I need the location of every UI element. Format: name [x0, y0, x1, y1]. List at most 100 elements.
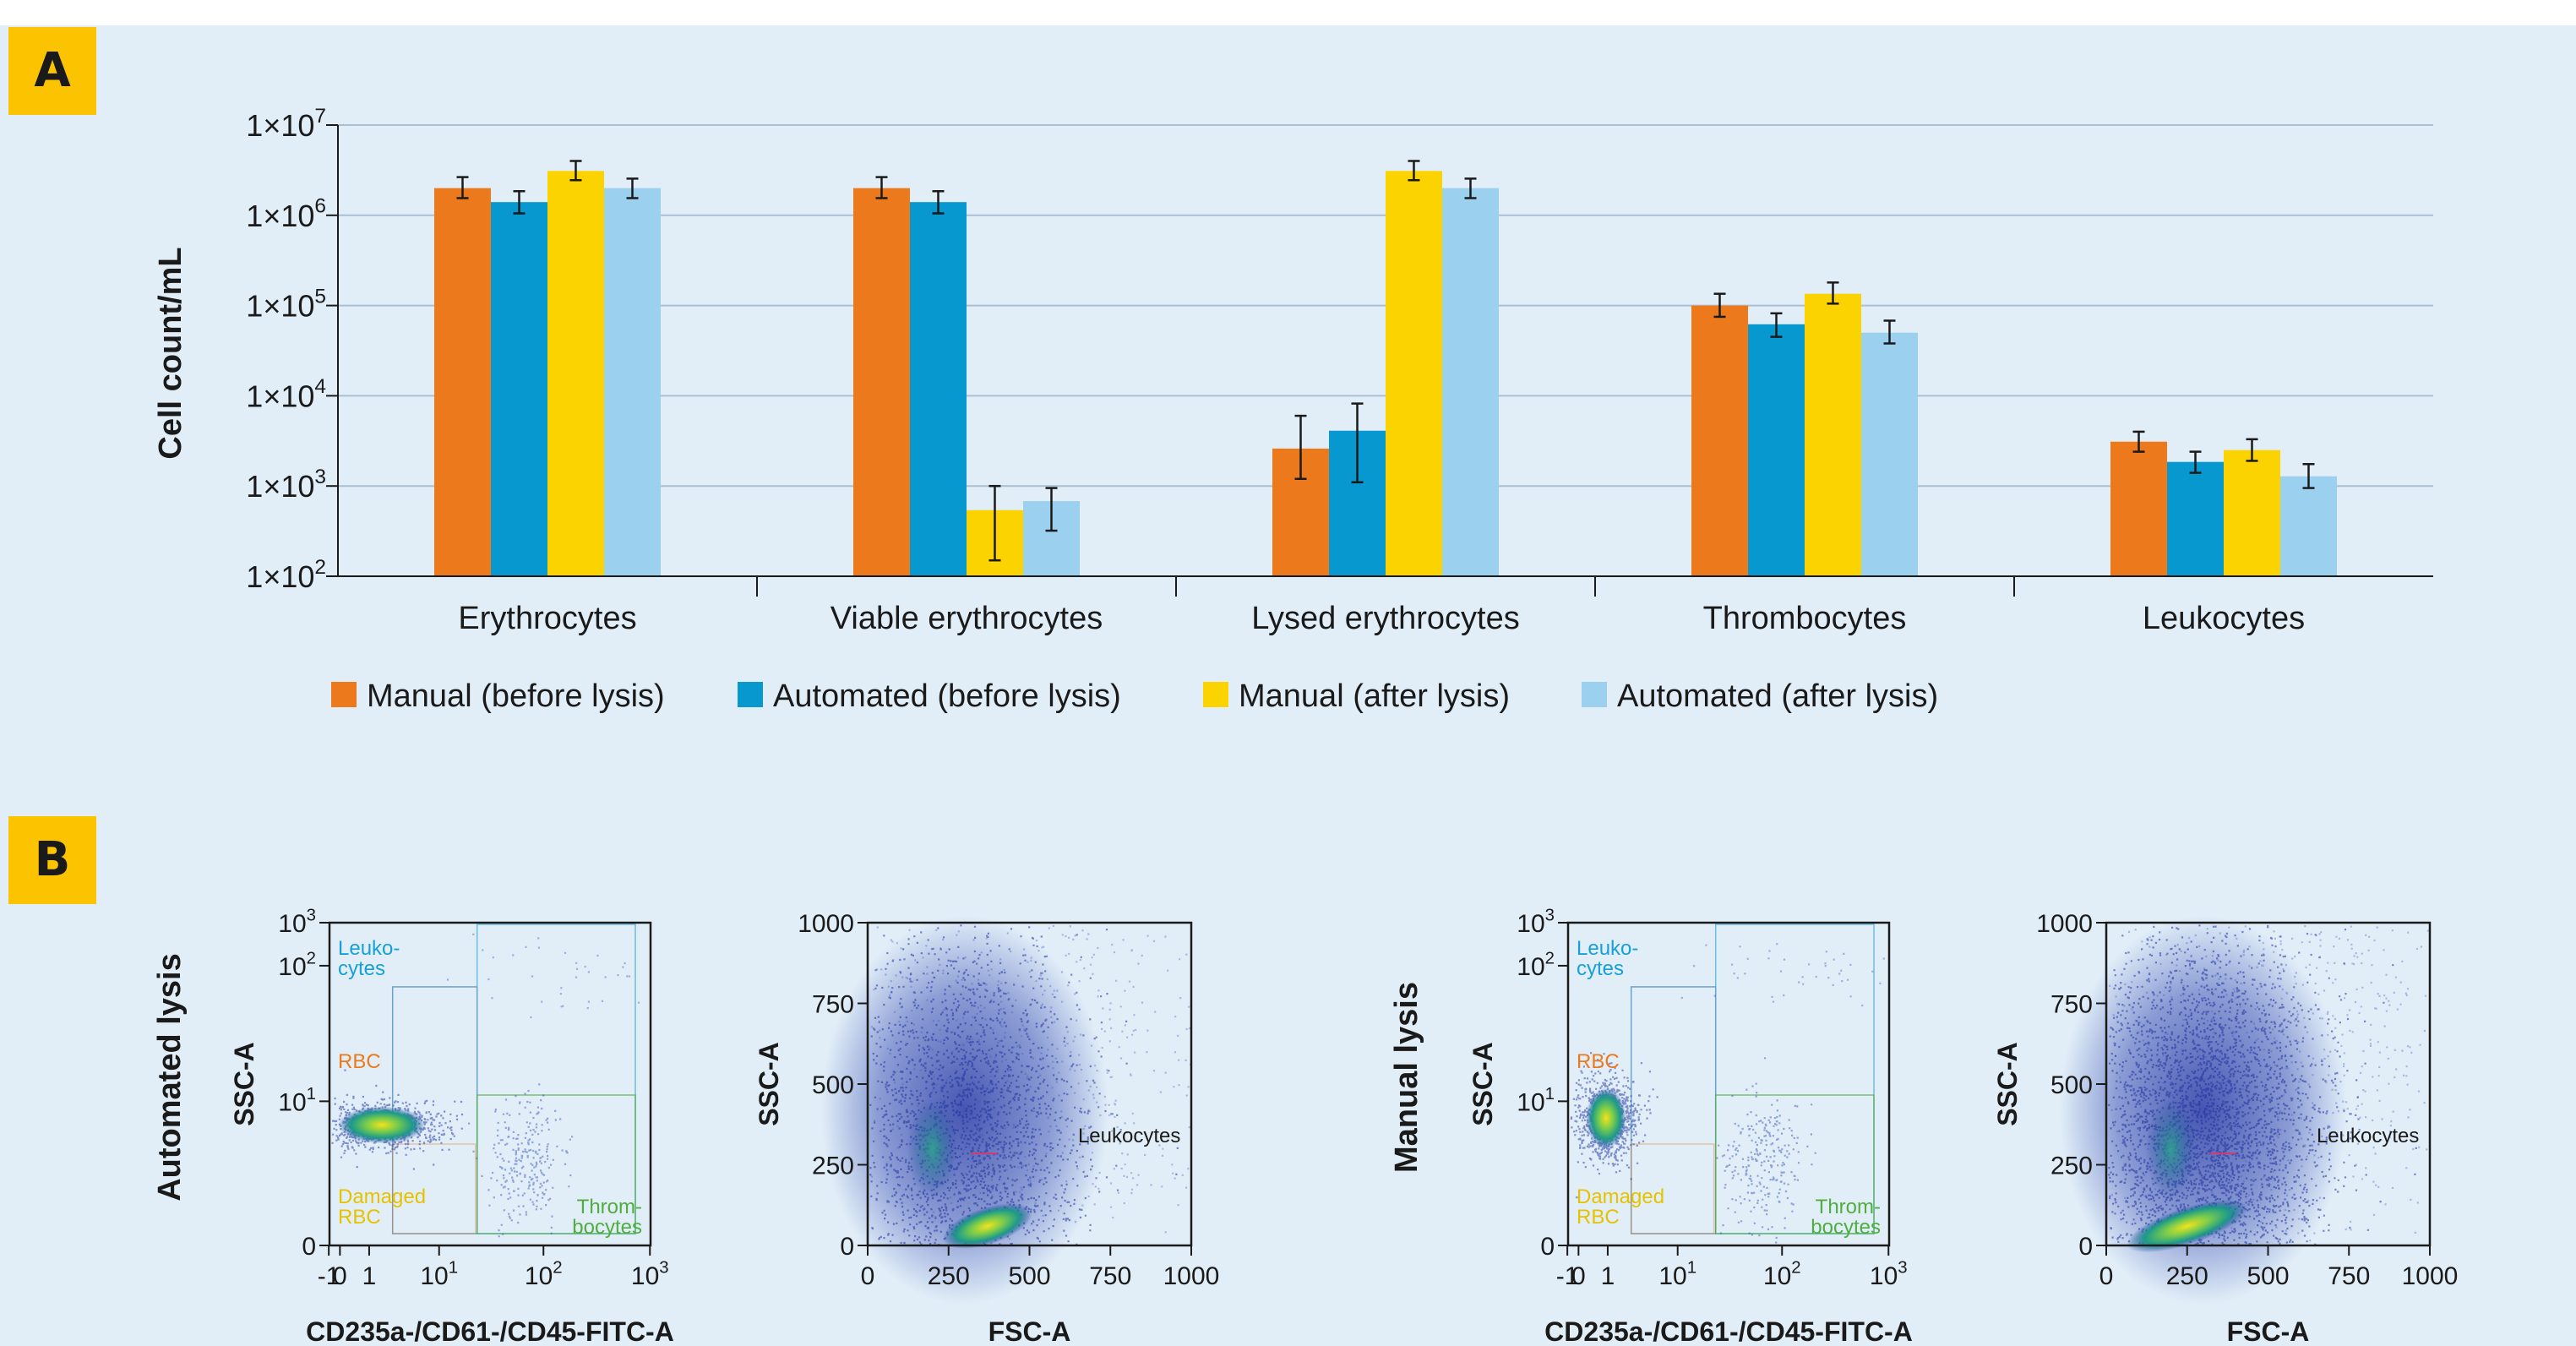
x-tick-label: 0 [1571, 1262, 1586, 1290]
gate-label-rbc: RBC [338, 1050, 381, 1073]
event-dots [446, 933, 640, 1019]
gate-label-leukocytes: cytes [338, 957, 385, 980]
y-tick-label: 250 [2050, 1153, 2093, 1180]
bar [2167, 461, 2224, 576]
y-tick-label-base: 10 [1517, 953, 1544, 981]
y-tick-label-exponent: 3 [1545, 907, 1555, 925]
x-axis-label: CD235a-/CD61-/CD45-FITC-A [306, 1316, 674, 1346]
error-bars [456, 160, 2315, 562]
bar [2110, 441, 2167, 576]
bar [547, 171, 604, 576]
x-tick-label: 0 [2099, 1262, 2114, 1290]
x-tick-label-base: 10 [525, 1262, 553, 1290]
x-tick-label-base: 10 [631, 1262, 659, 1290]
x-tick-label: Viable erythrocytes [831, 601, 1103, 636]
x-tick-label: 500 [2247, 1262, 2289, 1290]
y-tick-label-base: 10 [278, 1088, 306, 1116]
bar [853, 188, 910, 576]
x-tick-label-exponent: 1 [449, 1259, 458, 1278]
y-tick-label-exponent: 2 [1545, 949, 1555, 967]
density-core [338, 1106, 426, 1144]
x-tick-label-base: 1 [362, 1262, 377, 1290]
x-tick-label: Lysed erythrocytes [1251, 601, 1520, 636]
leukocyte-gate [1714, 924, 1875, 1234]
thrombocyte-gate [476, 1094, 636, 1234]
leukocytes-annotation: Leukocytes [1078, 1125, 1180, 1147]
y-tick-label-base: 10 [1517, 910, 1544, 938]
bar [1805, 293, 1861, 576]
y-axis-label: SSC-A [754, 1042, 784, 1126]
y-tick-label: 102 [1517, 949, 1555, 981]
y-tick-label: 1×107 [246, 105, 326, 143]
y-tick-label: 500 [2050, 1071, 2093, 1099]
y-tick-label-base: 0 [302, 1233, 316, 1261]
y-tick-label: 1000 [798, 910, 854, 938]
legend: Manual (before lysis) Automated (before l… [331, 678, 1938, 714]
legend-label: Automated (before lysis) [773, 678, 1121, 714]
y-tick-label-exponent: 1 [1545, 1085, 1555, 1104]
fluorescence-scatter-plot: -10 1 101 102 1030101102103Leuko-cytesRBCDam… [1468, 907, 1913, 1346]
gate-label-damaged-rbc: RBC [1577, 1206, 1620, 1229]
x-tick-label: 101 [420, 1259, 458, 1291]
bar-series [434, 171, 2337, 576]
legend-label: Automated (after lysis) [1617, 678, 1938, 714]
density-core [942, 1203, 1032, 1250]
y-axis-label: SSC-A [1992, 1042, 2023, 1126]
x-tick-label: Thrombocytes [1703, 601, 1907, 636]
legend-swatch [1203, 682, 1228, 707]
density-core [1586, 1087, 1626, 1149]
density-teal [907, 1098, 958, 1200]
x-tick-label-base: 10 [420, 1262, 448, 1290]
legend-swatch [331, 682, 357, 707]
legend-label: Manual (before lysis) [367, 678, 665, 714]
y-tick-label: 500 [812, 1071, 854, 1099]
y-tick-label: 750 [812, 991, 854, 1019]
x-tick-label: 103 [631, 1259, 669, 1291]
y-tick-label-base: 0 [1540, 1233, 1555, 1261]
y-tick-label-base: 1×10 [246, 559, 314, 594]
y-tick-label: 1×104 [246, 375, 326, 413]
plot-frame [328, 921, 652, 1247]
y-tick-label: 750 [2050, 991, 2093, 1019]
y-tick-label: 102 [278, 949, 316, 981]
x-axis-label: CD235a-/CD61-/CD45-FITC-A [1544, 1316, 1913, 1346]
y-tick-label-exponent: 2 [307, 949, 316, 967]
x-axis: Erythrocytes Viable erythrocytes Lysed ery… [338, 575, 2433, 636]
gate-label-leukocytes: Leuko- [1577, 937, 1638, 960]
x-tick-label-exponent: 2 [553, 1259, 562, 1278]
x-tick-label-base: 10 [1658, 1262, 1686, 1290]
x-tick-label-base: 0 [1571, 1262, 1586, 1290]
event-dots [870, 924, 1192, 1245]
gate-label-leukocytes: Leuko- [338, 937, 400, 960]
y-tick-label: 103 [1517, 907, 1555, 939]
y-tick-label: 101 [278, 1085, 316, 1117]
event-dots [2108, 924, 2417, 1246]
x-tick-label: -1 [1556, 1262, 1579, 1290]
x-tick-label: 750 [2328, 1262, 2370, 1290]
x-axis-label: FSC-A [2227, 1316, 2310, 1346]
damaged-rbc-gate [392, 1143, 477, 1234]
x-tick-label-base: 10 [1870, 1262, 1898, 1290]
y-tick-label-base: 10 [278, 953, 306, 981]
y-tick-label: 0 [2078, 1233, 2093, 1261]
x-tick-label: 1 [362, 1262, 377, 1290]
y-tick-label-base: 1×10 [246, 199, 314, 233]
bar [1748, 324, 1805, 576]
y-tick-label-base: 10 [1517, 1088, 1544, 1116]
thrombocyte-gate [1714, 1094, 1875, 1234]
gate-label-leukocytes: cytes [1577, 957, 1624, 980]
event-dots [331, 1069, 464, 1170]
y-axis-label: Cell count/mL [153, 247, 188, 459]
y-tick-label: 1000 [2036, 910, 2093, 938]
gate-label-thrombocytes: bocytes [572, 1216, 642, 1239]
density-teal [2145, 1098, 2197, 1200]
y-tick-label-exponent: 7 [314, 105, 326, 128]
legend-swatch [1582, 682, 1607, 707]
legend-label: Manual (after lysis) [1239, 678, 1510, 714]
y-tick-label-base: 1×10 [246, 469, 314, 504]
y-tick-label: 101 [1517, 1085, 1555, 1117]
event-dots [869, 924, 1179, 1246]
y-axis-label: SSC-A [1468, 1042, 1498, 1126]
leukocyte-gate [476, 924, 636, 1234]
event-dots [1716, 1057, 1816, 1244]
